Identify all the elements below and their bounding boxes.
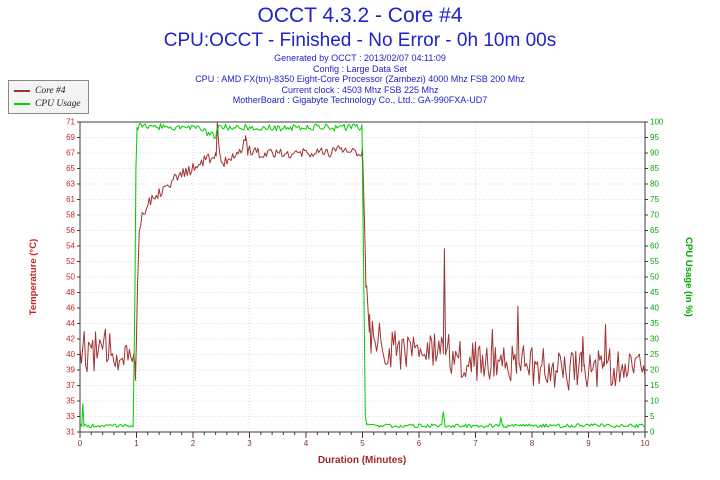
- y-left-tick-label: 33: [66, 412, 75, 421]
- x-tick-label: 9: [586, 439, 591, 448]
- y-right-tick-label: 0: [650, 428, 655, 437]
- y-right-tick-label: 65: [650, 226, 659, 235]
- x-tick-label: 2: [191, 439, 196, 448]
- x-axis-title: Duration (Minutes): [318, 455, 406, 466]
- y-right-tick-label: 10: [650, 397, 659, 406]
- cpu-usage-line-swatch: [14, 102, 30, 105]
- legend-label-cpu-usage: CPU Usage: [35, 98, 81, 109]
- y-right-axis-title: CPU Usage (in %): [683, 237, 694, 317]
- y-right-tick-label: 85: [650, 164, 659, 173]
- y-left-tick-label: 63: [66, 180, 75, 189]
- x-tick-label: 6: [417, 439, 422, 448]
- y-left-tick-label: 39: [66, 366, 75, 375]
- y-left-tick-label: 71: [66, 118, 75, 127]
- y-right-tick-label: 95: [650, 133, 659, 142]
- x-tick-label: 0: [78, 439, 83, 448]
- y-right-tick-label: 50: [650, 273, 659, 282]
- series-line-0: [79, 121, 646, 391]
- x-tick-label: 3: [247, 439, 252, 448]
- y-left-tick-label: 65: [66, 164, 75, 173]
- y-right-tick-label: 45: [650, 288, 659, 297]
- x-tick-label: 1: [134, 439, 139, 448]
- y-left-tick-label: 46: [66, 304, 75, 313]
- y-right-tick-label: 80: [650, 180, 659, 189]
- config-line: Config : Large Data Set: [312, 63, 408, 74]
- core4-line-swatch: [14, 89, 30, 92]
- y-left-tick-label: 37: [66, 381, 75, 390]
- y-left-tick-label: 52: [66, 257, 75, 266]
- y-left-axis-title: Temperature (°C): [28, 239, 39, 315]
- page-title: OCCT 4.3.2 - Core #4: [257, 4, 463, 27]
- status-line: CPU:OCCT - Finished - No Error - 0h 10m …: [163, 30, 557, 51]
- motherboard-line: MotherBoard : Gigabyte Technology Co., L…: [232, 95, 488, 105]
- y-left-tick-label: 50: [66, 273, 75, 282]
- legend-item-core4: Core #4: [14, 84, 81, 97]
- y-right-tick-label: 70: [650, 211, 659, 220]
- x-tick-label: 10: [641, 439, 650, 448]
- series-lines: [79, 121, 646, 429]
- y-right-tick-label: 35: [650, 319, 659, 328]
- y-right-tick-label: 90: [650, 149, 659, 158]
- y-left-tick-label: 40: [66, 350, 75, 359]
- y-left-tick-label: 58: [66, 211, 75, 220]
- y-left-tick-label: 67: [66, 149, 75, 158]
- generated-line: Generated by OCCT : 2013/02/07 04:11:09: [274, 53, 446, 63]
- legend-label-core4: Core #4: [35, 85, 66, 96]
- y-right-tick-label: 55: [650, 257, 659, 266]
- y-left-tick-label: 56: [66, 226, 75, 235]
- y-right-tick-label: 40: [650, 304, 659, 313]
- y-left-tick-label: 48: [66, 288, 75, 297]
- legend-item-cpu-usage: CPU Usage: [14, 97, 81, 110]
- y-left-tick-label: 35: [66, 397, 75, 406]
- clock-line: Current clock : 4503 Mhz FSB 225 Mhz: [281, 84, 439, 95]
- y-right-tick-label: 60: [650, 242, 659, 251]
- y-right-tick-label: 15: [650, 381, 659, 390]
- y-left-tick-label: 54: [66, 242, 75, 251]
- y-right-tick-label: 75: [650, 195, 659, 204]
- series-line-1: [79, 122, 646, 429]
- x-tick-label: 5: [360, 439, 365, 448]
- y-right-tick-label: 5: [650, 412, 655, 421]
- legend: Core #4 CPU Usage: [8, 80, 89, 114]
- y-left-tick-label: 69: [66, 133, 75, 142]
- y-left-tick-label: 44: [66, 319, 75, 328]
- plot-border: [79, 121, 646, 433]
- y-right-tick-label: 30: [650, 335, 659, 344]
- y-right-tick-label: 25: [650, 350, 659, 359]
- y-right-tick-label: 20: [650, 366, 659, 375]
- x-tick-label: 8: [530, 439, 535, 448]
- x-tick-label: 4: [304, 439, 309, 448]
- y-right-tick-label: 100: [650, 118, 664, 127]
- y-left-tick-label: 42: [66, 335, 75, 344]
- cpu-line: CPU : AMD FX(tm)-8350 Eight-Core Process…: [195, 74, 525, 84]
- x-tick-label: 7: [473, 439, 478, 448]
- y-left-tick-label: 31: [66, 428, 75, 437]
- chart-header: OCCT 4.3.2 - Core #4 CPU:OCCT - Finished…: [0, 2, 720, 106]
- y-left-tick-label: 61: [66, 195, 75, 204]
